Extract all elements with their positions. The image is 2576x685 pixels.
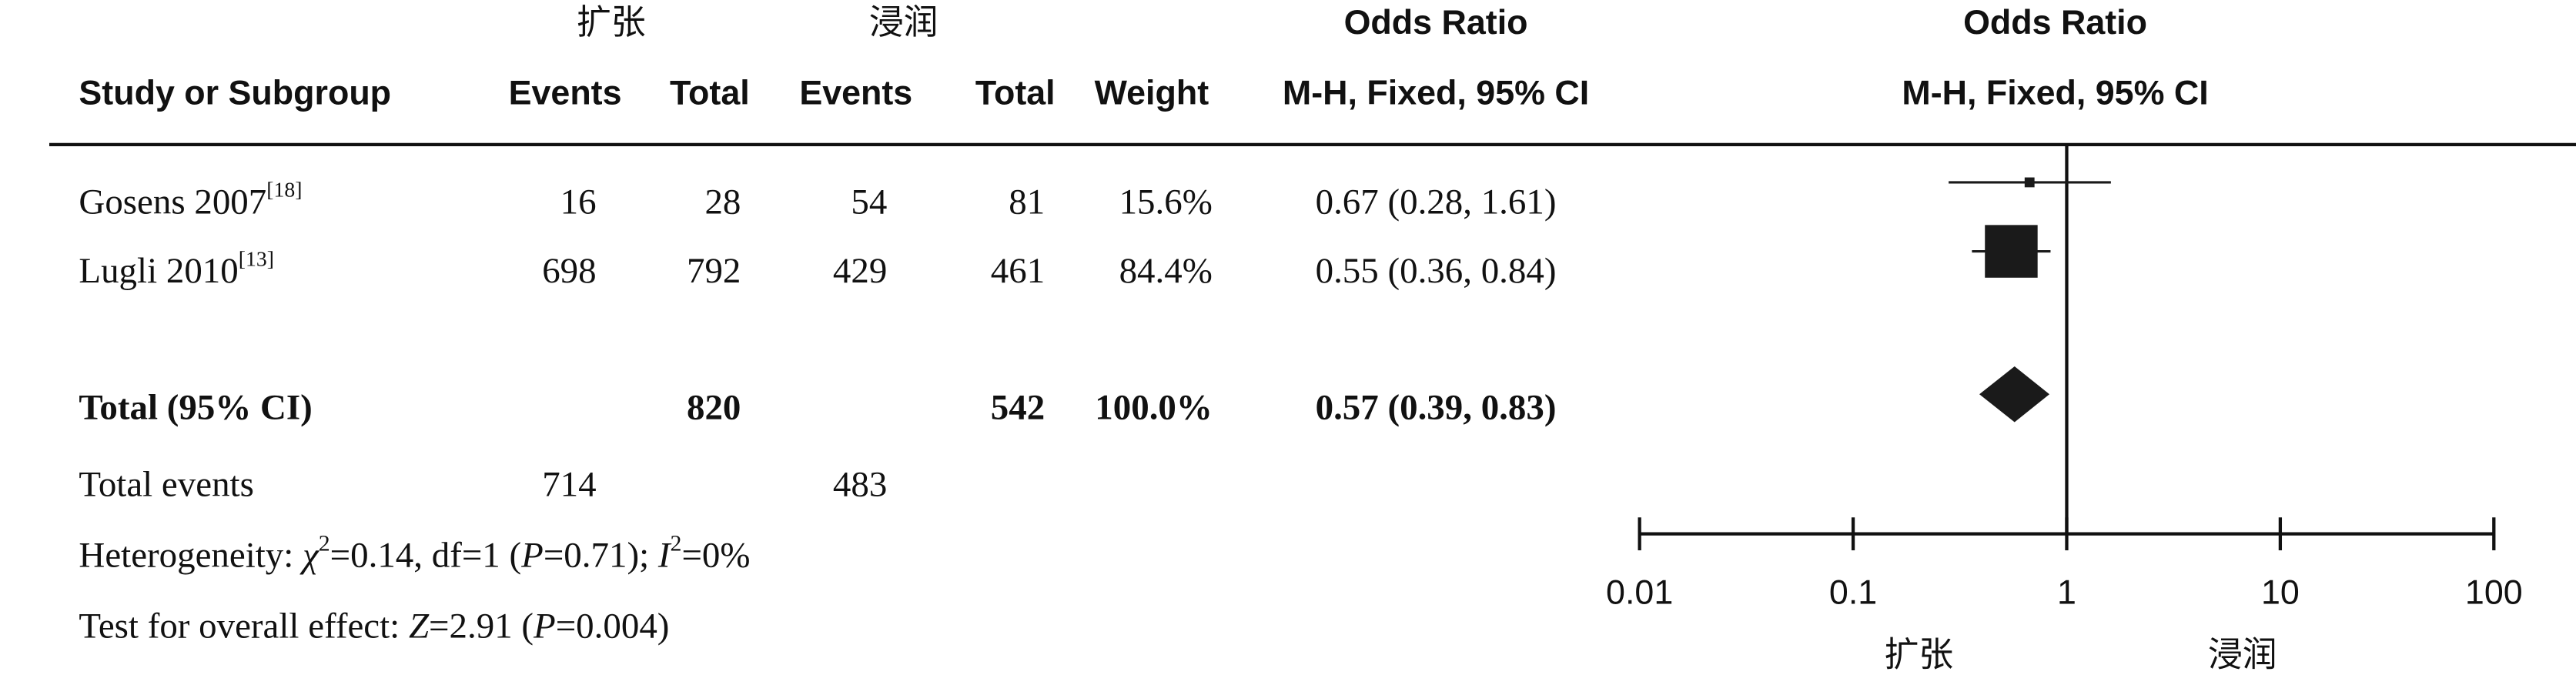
heterogeneity-part: =0.71); — [544, 535, 658, 575]
effect-header: Odds Ratio — [1963, 3, 2147, 42]
cell-total1: 820 — [687, 387, 741, 427]
weight: 84.4% — [1119, 251, 1213, 291]
weight: 100.0% — [1095, 387, 1213, 427]
x-tick-label: 10 — [2261, 573, 2300, 611]
column-header: Total — [975, 74, 1055, 112]
overall-effect-part: Z — [409, 606, 430, 646]
cell-total1: 792 — [687, 251, 741, 291]
cell-events2: 54 — [851, 182, 887, 222]
group-label: 浸润 — [869, 2, 938, 42]
heterogeneity-part: χ — [299, 535, 319, 575]
heterogeneity-part: 2 — [319, 530, 330, 556]
column-header: Events — [799, 74, 912, 112]
ci-text: 0.55 (0.36, 0.84) — [1316, 251, 1557, 291]
heterogeneity-part: =0.14, df=1 ( — [330, 535, 522, 575]
x-tick-label: 100 — [2465, 573, 2523, 611]
study-name: Lugli 2010[13] — [79, 248, 274, 291]
column-header: Events — [509, 74, 622, 112]
cell-events1: 714 — [542, 465, 596, 505]
cell-total1: 28 — [704, 182, 741, 222]
ci-text: 0.57 (0.39, 0.83) — [1316, 387, 1557, 427]
weight: 15.6% — [1119, 182, 1213, 222]
heterogeneity-part: =0% — [681, 535, 750, 575]
cell-events1: 16 — [560, 182, 597, 222]
overall-effect: Test for overall effect: Z=2.91 (P=0.004… — [79, 606, 669, 646]
column-header: Total — [670, 74, 750, 112]
total-events-name: Total events — [79, 465, 253, 505]
point-estimate — [1985, 225, 2038, 278]
cell-events2: 429 — [833, 251, 887, 291]
cell-total2: 542 — [991, 387, 1045, 427]
x-tick-label: 0.01 — [1606, 573, 1673, 611]
overall-effect-part: =2.91 ( — [429, 606, 534, 646]
cell-total2: 81 — [1009, 182, 1045, 222]
cell-events2: 483 — [833, 465, 887, 505]
cell-events1: 698 — [542, 251, 596, 291]
column-header: Weight — [1095, 74, 1209, 112]
group-label: 扩张 — [577, 2, 646, 42]
effect-header: Odds Ratio — [1344, 3, 1528, 42]
overall-effect-part: Test for overall effect: — [79, 606, 409, 646]
summary-diamond — [1979, 366, 2050, 423]
total-name: Total (95% CI) — [79, 387, 312, 427]
heterogeneity-part: Heterogeneity: — [79, 535, 303, 575]
study-name: Gosens 2007[18] — [79, 179, 302, 222]
favours-label: 浸润 — [2208, 634, 2277, 675]
favours-label: 扩张 — [1885, 634, 1954, 675]
overall-effect-part: P — [533, 606, 556, 646]
x-tick-label: 0.1 — [1829, 573, 1877, 611]
heterogeneity-part: 2 — [671, 530, 682, 556]
cell-total2: 461 — [991, 251, 1045, 291]
x-tick-label: 1 — [2057, 573, 2076, 611]
heterogeneity: Heterogeneity: χ2=0.14, df=1 (P=0.71); I… — [79, 530, 750, 575]
effect-subheader: M-H, Fixed, 95% CI — [1283, 74, 1589, 112]
ci-text: 0.67 (0.28, 1.61) — [1316, 182, 1557, 222]
point-estimate — [2024, 177, 2035, 188]
heterogeneity-part: P — [520, 535, 544, 575]
heterogeneity-part: I — [657, 535, 672, 575]
overall-effect-part: =0.004) — [556, 606, 670, 646]
column-header: Study or Subgroup — [79, 74, 391, 112]
study-ref: [13] — [239, 248, 274, 272]
study-ref: [18] — [266, 179, 302, 202]
effect-subheader: M-H, Fixed, 95% CI — [1902, 74, 2208, 112]
